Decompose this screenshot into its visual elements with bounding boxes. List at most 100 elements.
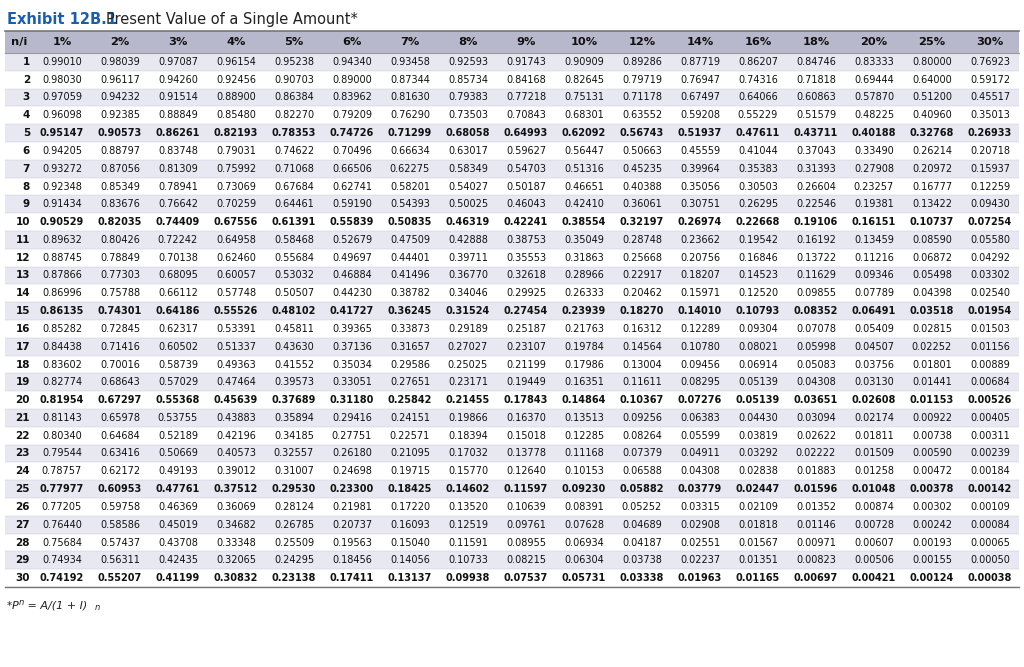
Text: 0.60502: 0.60502 (158, 342, 198, 352)
Text: 0.13520: 0.13520 (449, 502, 488, 512)
Text: 0.64684: 0.64684 (100, 431, 140, 441)
Text: 0.02540: 0.02540 (970, 288, 1010, 298)
Text: 0.22668: 0.22668 (736, 217, 780, 227)
Text: 0.68058: 0.68058 (445, 128, 490, 138)
Text: 0.04430: 0.04430 (738, 413, 778, 423)
Text: 0.59172: 0.59172 (970, 75, 1010, 85)
Text: 0.08590: 0.08590 (912, 235, 952, 245)
Text: 0.59758: 0.59758 (100, 502, 140, 512)
Text: 0.41199: 0.41199 (156, 573, 200, 583)
Text: 0.19715: 0.19715 (390, 466, 430, 476)
Bar (5, 427, 1019, 445)
Bar (5, 392, 1019, 409)
Text: 0.23939: 0.23939 (562, 306, 606, 316)
Text: 0.98039: 0.98039 (100, 57, 140, 67)
Text: 0.17843: 0.17843 (504, 395, 548, 405)
Text: 0.01258: 0.01258 (854, 466, 894, 476)
Text: 0.73503: 0.73503 (449, 110, 488, 120)
Text: 0.01818: 0.01818 (738, 520, 778, 530)
Text: 0.43711: 0.43711 (794, 128, 838, 138)
Text: 0.96154: 0.96154 (216, 57, 256, 67)
Text: 0.62741: 0.62741 (332, 181, 372, 191)
Text: 0.32197: 0.32197 (620, 217, 665, 227)
Text: 0.36245: 0.36245 (388, 306, 432, 316)
Text: Present Value of a Single Amount*: Present Value of a Single Amount* (106, 12, 357, 27)
Text: 0.44230: 0.44230 (332, 288, 372, 298)
Text: 0.09761: 0.09761 (506, 520, 546, 530)
Bar (5, 267, 1019, 284)
Text: 0.22917: 0.22917 (622, 271, 663, 281)
Text: 0.45811: 0.45811 (274, 324, 314, 334)
Text: n: n (19, 598, 25, 607)
Text: 0.41044: 0.41044 (738, 146, 778, 156)
Text: 0.12520: 0.12520 (738, 288, 778, 298)
Bar (5, 356, 1019, 374)
Text: 0.94232: 0.94232 (100, 93, 140, 103)
Text: 0.00526: 0.00526 (968, 395, 1012, 405)
Text: 0.19381: 0.19381 (854, 199, 894, 209)
Text: 0.46043: 0.46043 (506, 199, 546, 209)
Text: 9%: 9% (516, 37, 536, 47)
Text: 0.83748: 0.83748 (158, 146, 198, 156)
Text: 0.05139: 0.05139 (738, 378, 778, 388)
Text: 0.68301: 0.68301 (564, 110, 604, 120)
Text: 0.59190: 0.59190 (332, 199, 372, 209)
Text: 0.14056: 0.14056 (390, 556, 430, 566)
Text: 0.12519: 0.12519 (449, 520, 488, 530)
Text: 9: 9 (23, 199, 30, 209)
Text: 0.01165: 0.01165 (736, 573, 780, 583)
Text: 0.92456: 0.92456 (216, 75, 256, 85)
Text: 0.19449: 0.19449 (506, 378, 546, 388)
Text: 0.37512: 0.37512 (214, 484, 258, 494)
Text: 0.36069: 0.36069 (216, 502, 256, 512)
Text: 20: 20 (15, 395, 30, 405)
Text: 16: 16 (15, 324, 30, 334)
Text: 0.75684: 0.75684 (42, 538, 82, 548)
Text: 0.03302: 0.03302 (970, 271, 1010, 281)
Text: 0.87344: 0.87344 (390, 75, 430, 85)
Bar (5, 569, 1019, 587)
Text: 0.39012: 0.39012 (216, 466, 256, 476)
Text: 0.05409: 0.05409 (854, 324, 894, 334)
Text: 0.45559: 0.45559 (680, 146, 720, 156)
Text: 0.09456: 0.09456 (680, 360, 720, 370)
Text: 0.01351: 0.01351 (738, 556, 778, 566)
Text: 0.09938: 0.09938 (445, 573, 490, 583)
Text: 5%: 5% (285, 37, 304, 47)
Bar (5, 249, 1019, 267)
Text: 0.53032: 0.53032 (274, 271, 314, 281)
Text: 0.04398: 0.04398 (912, 288, 952, 298)
Text: 0.19542: 0.19542 (738, 235, 778, 245)
Text: 0.10737: 0.10737 (910, 217, 954, 227)
Text: 0.51937: 0.51937 (678, 128, 722, 138)
Text: 0.61391: 0.61391 (272, 217, 316, 227)
Text: 0.35894: 0.35894 (274, 413, 314, 423)
Text: 0.58739: 0.58739 (158, 360, 198, 370)
Text: 0.85282: 0.85282 (42, 324, 82, 334)
Text: 0.60863: 0.60863 (796, 93, 836, 103)
Text: 0.25842: 0.25842 (388, 395, 432, 405)
Text: 0.45639: 0.45639 (214, 395, 258, 405)
Text: 0.06383: 0.06383 (680, 413, 720, 423)
Bar (5, 71, 1019, 89)
Text: 0.67497: 0.67497 (680, 93, 720, 103)
Text: 23: 23 (15, 448, 30, 458)
Text: 0.26785: 0.26785 (274, 520, 314, 530)
Text: 0.66112: 0.66112 (158, 288, 198, 298)
Text: 0.94205: 0.94205 (42, 146, 82, 156)
Text: 0.66634: 0.66634 (390, 146, 430, 156)
Text: 0.85480: 0.85480 (216, 110, 256, 120)
Text: 0.11597: 0.11597 (504, 484, 548, 494)
Text: 0.71178: 0.71178 (622, 93, 662, 103)
Text: 0.12640: 0.12640 (506, 466, 546, 476)
Text: 0.74192: 0.74192 (40, 573, 84, 583)
Text: 25: 25 (15, 484, 30, 494)
Text: P: P (12, 601, 18, 611)
Bar (5, 142, 1019, 160)
Text: 0.03130: 0.03130 (854, 378, 894, 388)
Text: 0.79544: 0.79544 (42, 448, 82, 458)
Text: 0.50835: 0.50835 (388, 217, 432, 227)
Text: 0.32065: 0.32065 (216, 556, 256, 566)
Text: 0.11216: 0.11216 (854, 253, 894, 263)
Text: 0.42435: 0.42435 (158, 556, 198, 566)
